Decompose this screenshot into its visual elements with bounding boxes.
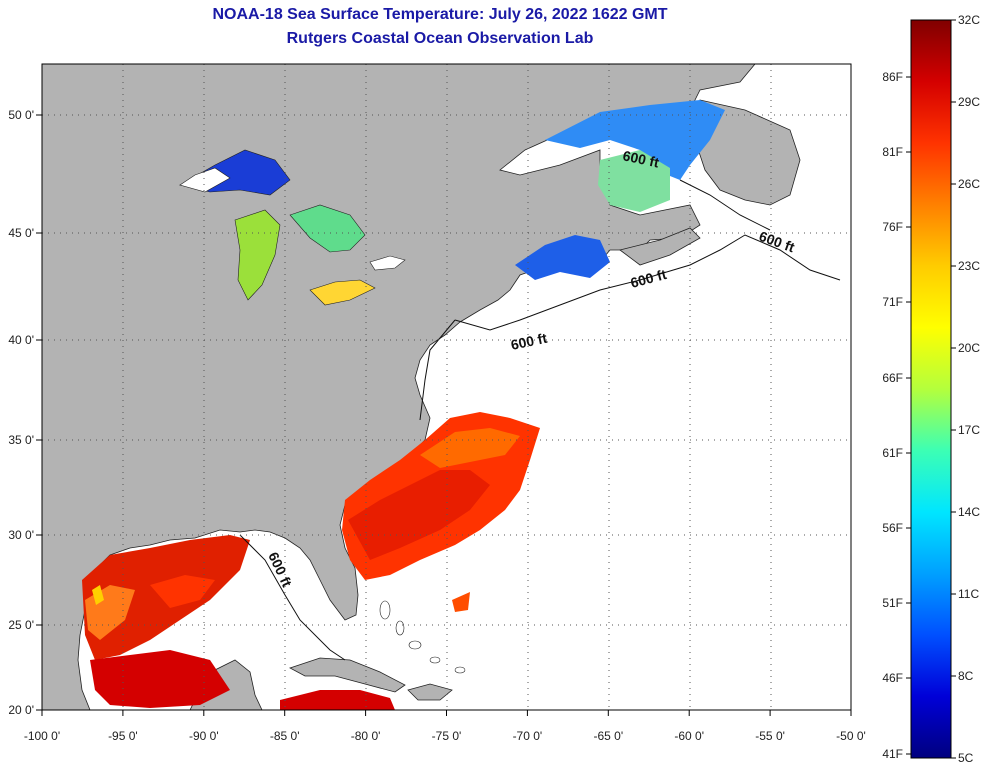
lat-tick-label: 30 0'	[8, 528, 34, 542]
isobath-label-1: 600 ft	[621, 147, 660, 170]
celsius-label: 23C	[958, 259, 980, 273]
celsius-label: 5C	[958, 751, 974, 765]
land-nova-scotia	[619, 227, 701, 266]
sst-gulf-stream	[342, 412, 540, 612]
latitude-axis: 50 0' 45 0' 40 0' 35 0' 30 0' 25 0' 20 0'	[8, 108, 42, 717]
celsius-label: 14C	[958, 505, 980, 519]
celsius-label: 20C	[958, 341, 980, 355]
fahrenheit-label: 86F	[882, 70, 903, 84]
lat-tick-label: 50 0'	[8, 108, 34, 122]
sst-gulf-st-lawrence	[515, 100, 725, 280]
isobath-lines	[239, 179, 841, 661]
lat-tick-label: 35 0'	[8, 433, 34, 447]
celsius-label: 17C	[958, 423, 980, 437]
fahrenheit-label: 41F	[882, 747, 903, 761]
lon-tick-label: -85 0'	[270, 729, 300, 743]
celsius-label: 8C	[958, 669, 974, 683]
colorbar-labels: 32C 29C 26C 23C 20C 17C 14C 11C 8C 5C 86F 81F 76F 71F…	[882, 13, 980, 765]
fahrenheit-label: 51F	[882, 596, 903, 610]
fahrenheit-label: 56F	[882, 521, 903, 535]
sst-gulf-of-mexico	[82, 535, 250, 708]
fahrenheit-label: 46F	[882, 671, 903, 685]
colorbar	[910, 19, 952, 759]
celsius-label: 29C	[958, 95, 980, 109]
land-cuba	[288, 657, 406, 693]
celsius-label: 32C	[958, 13, 980, 27]
land-hispaniola	[407, 683, 453, 701]
fahrenheit-label: 81F	[882, 145, 903, 159]
lon-tick-label: -80 0'	[351, 729, 381, 743]
map-subtitle: Rutgers Coastal Ocean Observation Lab	[286, 30, 594, 47]
longitude-axis: -100 0' -95 0' -90 0' -85 0' -80 0' -75 0' -70…	[24, 710, 866, 743]
lon-tick-label: -75 0'	[432, 729, 462, 743]
lat-tick-label: 25 0'	[8, 618, 34, 632]
celsius-label: 11C	[958, 587, 979, 601]
land-newfoundland	[694, 99, 801, 206]
land-north-america	[42, 64, 756, 710]
lat-tick-label: 20 0'	[8, 703, 34, 717]
fahrenheit-label: 76F	[882, 220, 903, 234]
map-title: NOAA-18 Sea Surface Temperature: July 26…	[212, 6, 668, 23]
lat-tick-label: 45 0'	[8, 226, 34, 240]
lon-tick-label: -50 0'	[836, 729, 866, 743]
bahamas-islands	[379, 600, 466, 674]
lon-tick-label: -100 0'	[24, 729, 60, 743]
fahrenheit-label: 71F	[882, 295, 903, 309]
lon-tick-label: -95 0'	[108, 729, 138, 743]
isobath-label-4: 600 ft	[509, 330, 548, 353]
great-lakes	[179, 149, 406, 306]
lon-tick-label: -70 0'	[513, 729, 543, 743]
lon-tick-label: -65 0'	[593, 729, 623, 743]
lat-tick-label: 40 0'	[8, 333, 34, 347]
fahrenheit-label: 66F	[882, 371, 903, 385]
lon-tick-label: -55 0'	[755, 729, 785, 743]
lon-tick-label: -90 0'	[189, 729, 219, 743]
fahrenheit-label: 61F	[882, 446, 903, 460]
lon-tick-label: -60 0'	[674, 729, 704, 743]
celsius-label: 26C	[958, 177, 980, 191]
